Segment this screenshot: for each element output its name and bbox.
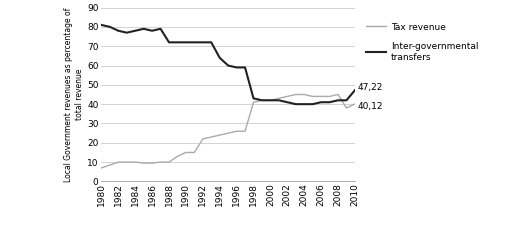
Inter-governmental
transfers [310, 103, 316, 106]
Tax revenue [301, 93, 307, 96]
Tax revenue [208, 136, 214, 139]
Inter-governmental
transfers [267, 99, 273, 102]
Inter-governmental
transfers [183, 41, 189, 44]
Tax revenue [234, 130, 240, 133]
Tax revenue [225, 132, 231, 135]
Tax revenue [166, 161, 172, 164]
Line: Inter-governmental
transfers: Inter-governmental transfers [101, 25, 355, 104]
Inter-governmental
transfers [259, 99, 265, 102]
Inter-governmental
transfers [115, 29, 121, 32]
Tax revenue [98, 166, 104, 169]
Inter-governmental
transfers [234, 66, 240, 69]
Inter-governmental
transfers [335, 99, 341, 102]
Inter-governmental
transfers [98, 23, 104, 26]
Inter-governmental
transfers [107, 25, 113, 28]
Inter-governmental
transfers [200, 41, 206, 44]
Tax revenue [115, 161, 121, 164]
Tax revenue [327, 95, 333, 98]
Tax revenue [149, 162, 155, 165]
Tax revenue [191, 151, 197, 154]
Inter-governmental
transfers [158, 27, 164, 30]
Tax revenue [200, 137, 206, 140]
Y-axis label: Local Government revenues as percentage of
total revenue: Local Government revenues as percentage … [64, 7, 84, 182]
Tax revenue [352, 102, 358, 105]
Inter-governmental
transfers [343, 99, 349, 102]
Inter-governmental
transfers [242, 66, 248, 69]
Tax revenue [335, 93, 341, 96]
Tax revenue [174, 155, 180, 158]
Text: 47,22: 47,22 [357, 83, 383, 92]
Tax revenue [318, 95, 324, 98]
Inter-governmental
transfers [327, 101, 333, 104]
Tax revenue [284, 95, 291, 98]
Inter-governmental
transfers [216, 56, 223, 59]
Inter-governmental
transfers [250, 97, 257, 100]
Tax revenue [293, 93, 299, 96]
Tax revenue [343, 107, 349, 110]
Inter-governmental
transfers [352, 89, 358, 92]
Tax revenue [216, 134, 223, 137]
Line: Tax revenue: Tax revenue [101, 94, 355, 168]
Tax revenue [132, 161, 138, 164]
Inter-governmental
transfers [225, 64, 231, 67]
Tax revenue [259, 99, 265, 102]
Tax revenue [158, 161, 164, 164]
Inter-governmental
transfers [293, 103, 299, 106]
Inter-governmental
transfers [208, 41, 214, 44]
Inter-governmental
transfers [140, 27, 147, 30]
Inter-governmental
transfers [318, 101, 324, 104]
Text: 40,12: 40,12 [357, 102, 383, 111]
Inter-governmental
transfers [124, 31, 130, 34]
Tax revenue [250, 101, 257, 104]
Legend: Tax revenue, Inter-governmental
transfers: Tax revenue, Inter-governmental transfer… [365, 21, 480, 64]
Tax revenue [310, 95, 316, 98]
Inter-governmental
transfers [191, 41, 197, 44]
Tax revenue [267, 99, 273, 102]
Inter-governmental
transfers [174, 41, 180, 44]
Tax revenue [124, 161, 130, 164]
Tax revenue [140, 162, 147, 165]
Tax revenue [242, 130, 248, 133]
Inter-governmental
transfers [132, 29, 138, 32]
Tax revenue [107, 164, 113, 167]
Inter-governmental
transfers [149, 29, 155, 32]
Tax revenue [183, 151, 189, 154]
Inter-governmental
transfers [301, 103, 307, 106]
Inter-governmental
transfers [276, 99, 282, 102]
Inter-governmental
transfers [284, 101, 291, 104]
Tax revenue [276, 97, 282, 100]
Inter-governmental
transfers [166, 41, 172, 44]
